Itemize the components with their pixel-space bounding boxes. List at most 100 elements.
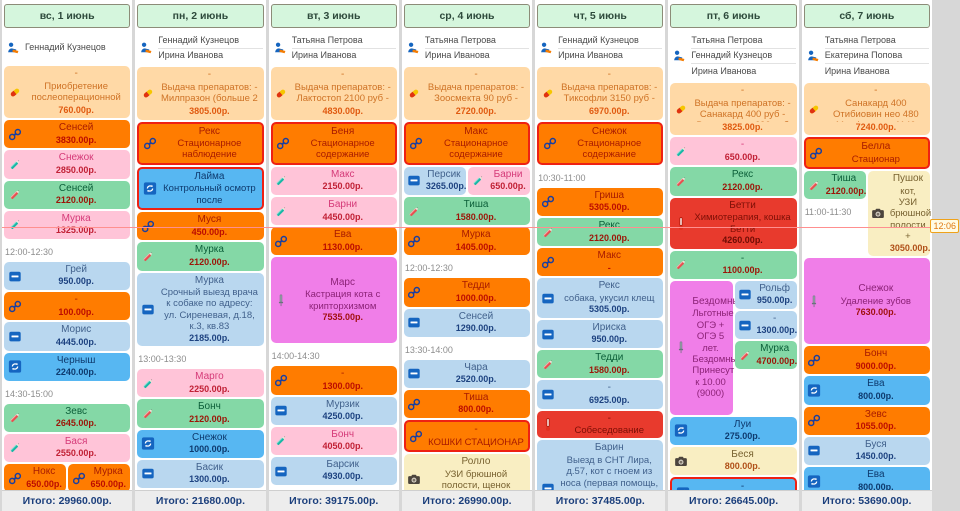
appointment[interactable]: -Приобретение послеоперационной попоны76… xyxy=(4,66,131,119)
appointment-desc: Выдача препаратов: - Зоосмекта 90 руб - … xyxy=(427,81,525,106)
appointment-title: Сенсей xyxy=(58,122,94,134)
card-icon xyxy=(274,464,289,479)
appointment[interactable]: Снежок Удаление зубов 7630.00р. xyxy=(803,258,930,345)
day-header[interactable]: пн, 2 июнь xyxy=(137,4,264,28)
pencil-icon xyxy=(140,406,155,421)
appointment[interactable]: -1300.00р. xyxy=(734,310,797,340)
day-header[interactable]: сб, 7 июнь xyxy=(803,4,930,28)
appointment[interactable]: Мурка 4700.00р. xyxy=(734,341,797,370)
appointment[interactable]: Барсик 4930.00р. xyxy=(270,456,397,486)
appointment[interactable]: Персик 3265.00р. xyxy=(403,166,466,196)
appointment[interactable]: Бонч 4050.00р. xyxy=(270,426,397,455)
appointment[interactable]: Мурка 1325.00р. xyxy=(4,210,131,239)
appointment[interactable]: Тиша 2120.00р. xyxy=(803,171,866,200)
appointment[interactable]: Беня Стационарное содержание xyxy=(270,121,397,165)
appointment-title: Персик xyxy=(427,168,461,180)
appointment[interactable]: Тедди 1580.00р. xyxy=(537,350,664,379)
appointment[interactable]: Тиша 800.00р. xyxy=(403,389,531,419)
appointment[interactable]: Барни 650.00р. xyxy=(467,166,531,196)
appointment[interactable]: Снежок Стационарное содержание xyxy=(537,121,664,165)
staff-name-list: Геннадий Кузнецов xyxy=(25,40,129,55)
appointment[interactable]: Луи 275.00р. xyxy=(670,416,797,445)
appointment[interactable]: Бася 2550.00р. xyxy=(4,433,131,463)
appointment[interactable]: Бонч 9000.00р. xyxy=(803,346,930,375)
appointment-title: Черныш xyxy=(56,354,96,366)
appointment[interactable]: Морис 4445.00р. xyxy=(4,322,131,351)
appointment[interactable]: Мурка 1405.00р. xyxy=(403,227,531,256)
appointment[interactable]: -100.00р. xyxy=(4,292,131,321)
appointment[interactable]: - Выдача препаратов: - Зоосмекта 90 руб -… xyxy=(403,67,531,120)
appointment[interactable]: Мурка 2120.00р. xyxy=(137,242,264,271)
appointment[interactable]: Рекс 2120.00р. xyxy=(670,167,797,196)
appointment-price: 100.00р. xyxy=(58,306,94,317)
appointment[interactable]: Марс Кастрация кота с крипторхизмом 7535.0… xyxy=(270,257,397,344)
day-header[interactable]: чт, 5 июнь xyxy=(537,4,664,28)
appointment[interactable]: Снежок 2850.00р. xyxy=(4,150,131,179)
pencil-icon xyxy=(274,433,289,448)
appointment[interactable]: Сенсей 1290.00р. xyxy=(403,308,531,337)
day-header[interactable]: вт, 3 июнь xyxy=(270,4,397,28)
appointment[interactable]: - Выдача препаратов: - Санакард 400 руб -… xyxy=(670,83,797,136)
appointment[interactable]: Чара 2520.00р. xyxy=(403,359,531,388)
appointment[interactable]: - Выдача препаратов: - Милпразон (больше … xyxy=(137,67,264,120)
appointment[interactable]: Мурка Срочный выезд врача к собаке по адр… xyxy=(137,272,264,347)
appointment[interactable]: Зевс 1055.00р. xyxy=(803,406,930,435)
appointment[interactable]: Рольф 950.00р. xyxy=(734,280,797,309)
appointment[interactable]: Макс Стационарное содержание xyxy=(403,121,531,165)
appointment[interactable]: Барни 4450.00р. xyxy=(270,197,397,226)
pencil-icon xyxy=(407,204,422,219)
appointment[interactable]: Беся 800.00р. xyxy=(670,446,797,476)
appointment-price: 1290.00р. xyxy=(455,323,497,334)
appointment[interactable]: -1100.00р. xyxy=(670,250,797,279)
appointment[interactable]: Муся 450.00р. xyxy=(137,212,264,241)
appointment[interactable]: Бонч 2120.00р. xyxy=(137,399,264,428)
inpatient-icon xyxy=(71,471,86,486)
appointment[interactable]: Белла Стационар xyxy=(803,137,930,170)
appointment[interactable]: -1300.00р. xyxy=(270,366,397,395)
appointment[interactable]: Тедди 1000.00р. xyxy=(403,278,531,307)
appointment[interactable]: Буся 1450.00р. xyxy=(803,436,930,466)
appointment[interactable]: Зевс 2645.00р. xyxy=(4,403,131,432)
day-header[interactable]: вс, 1 июнь xyxy=(4,4,131,28)
appointment[interactable]: - Выдача препаратов: - Лактостоп 2100 руб… xyxy=(270,67,397,120)
appointment[interactable]: Ириска 950.00р. xyxy=(537,319,664,349)
appointment[interactable]: -650.00р. xyxy=(670,137,797,166)
appointment[interactable]: Рекс 2120.00р. xyxy=(537,218,664,247)
appointment[interactable]: - КОШКИ СТАЦИОНАР xyxy=(403,420,531,453)
appointment[interactable]: -6925.00р. xyxy=(537,380,664,409)
staff-name: Екатерина Попова xyxy=(824,49,929,65)
appointment[interactable]: Тиша 1580.00р. xyxy=(403,197,531,226)
appointment[interactable]: Рекс Стационарное наблюдение xyxy=(137,121,264,165)
day-header[interactable]: ср, 4 июнь xyxy=(403,4,531,28)
appointment[interactable]: Сенсей 2120.00р. xyxy=(4,180,131,209)
appointment[interactable]: Басик 1300.00р. xyxy=(137,459,264,488)
alert-icon xyxy=(540,417,555,432)
pencil-icon xyxy=(140,249,155,264)
appointment[interactable]: Нокс 650.00р. xyxy=(4,464,67,493)
appointment[interactable]: -Санакард 400 Отибиовин нео 480 Марфлокс… xyxy=(803,83,930,136)
appointment[interactable]: Гриша 5305.00р. xyxy=(537,187,664,217)
appointment-price: - xyxy=(607,262,611,273)
appointment[interactable]: Бетти Химиотерапия, кошка Бетти 4260.00р. xyxy=(670,197,797,249)
appointment[interactable]: Рекс собака, укусил клещ 5305.00р. xyxy=(537,278,664,318)
day-column: вт, 3 июнь Татьяна Петрова Ирина Иванова - В… xyxy=(268,0,399,511)
appointment[interactable]: Ева 1130.00р. xyxy=(270,227,397,256)
appointment[interactable]: Черныш 2240.00р. xyxy=(4,352,131,381)
appointment[interactable]: Марго 2250.00р. xyxy=(137,369,264,398)
appointment[interactable]: Сенсей 3830.00р. xyxy=(4,120,131,149)
appointment[interactable]: Снежок 1000.00р. xyxy=(137,429,264,458)
appointment[interactable]: Бездомный Льготные ОГЭ + ОГЭ 5 лет. Бездо… xyxy=(670,280,745,415)
appointment[interactable]: - Собеседование xyxy=(537,410,664,439)
appointment[interactable]: Ева 800.00р. xyxy=(803,376,930,405)
appointment[interactable]: Лайма Контрольный осмотр после xyxy=(137,166,264,211)
appointment[interactable]: Макс - xyxy=(537,248,664,277)
appointment-desc: Контрольный осмотр после xyxy=(163,183,256,206)
appointment[interactable]: - Выдача препаратов: - Тиксофли 3150 руб … xyxy=(537,67,664,120)
day-header[interactable]: пт, 6 июнь xyxy=(670,4,797,28)
appointment-price: 650.00р. xyxy=(490,181,526,192)
appointment[interactable]: Мурзик 4250.00р. xyxy=(270,396,397,425)
appointment[interactable]: Грей 950.00р. xyxy=(4,261,131,291)
appointment[interactable]: Макс 2150.00р. xyxy=(270,166,397,196)
appointment[interactable]: Мурка 650.00р. xyxy=(68,464,131,493)
appointment[interactable]: Пушок кот, УЗИ брюшной полости +3050.00р. xyxy=(867,171,931,257)
